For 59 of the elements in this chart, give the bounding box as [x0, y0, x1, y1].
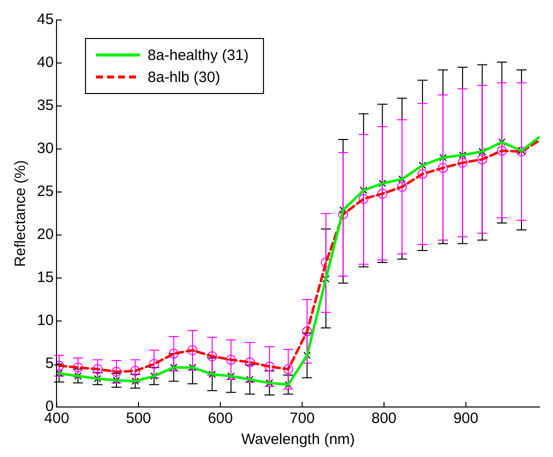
legend-label: 8a-healthy (31) [148, 46, 249, 64]
point [478, 148, 486, 156]
point [302, 326, 312, 336]
x-tick-label: 600 [208, 410, 233, 428]
x-tick-label: 700 [290, 410, 315, 428]
point [358, 194, 369, 204]
point [74, 372, 82, 380]
y-tick-label: 15 [36, 269, 54, 286]
point [477, 154, 488, 164]
y-tick-label: 40 [36, 54, 54, 72]
point [72, 362, 83, 372]
point [111, 366, 122, 377]
point [92, 364, 103, 374]
point [150, 372, 158, 380]
point [170, 364, 178, 372]
point [246, 376, 254, 384]
point [266, 379, 274, 387]
y-tick-label: 20 [36, 226, 54, 244]
y-tick-label: 25 [36, 183, 54, 200]
point [418, 162, 426, 170]
point [188, 345, 198, 356]
point [227, 372, 235, 380]
point [208, 370, 216, 378]
point [516, 146, 526, 157]
y-axis-title: Reflectance (%) [12, 160, 30, 267]
point [303, 352, 311, 360]
point [188, 364, 196, 372]
point [112, 376, 120, 384]
x-tick-label: 500 [126, 410, 152, 428]
point [417, 168, 428, 179]
point [322, 275, 330, 283]
x-tick-label: 800 [372, 410, 397, 428]
y-tick-label: 35 [36, 97, 54, 114]
point [438, 162, 448, 173]
y-tick-label: 10 [36, 312, 54, 330]
x-axis-title: Wavelength (nm) [241, 431, 355, 448]
point [149, 359, 160, 369]
point [244, 357, 255, 368]
y-tick-label: 45 [36, 11, 54, 28]
point [498, 138, 506, 146]
point [283, 364, 294, 374]
x-tick-label: 900 [453, 410, 478, 428]
point [168, 348, 179, 359]
point [264, 362, 274, 372]
point [458, 151, 466, 159]
point [338, 209, 348, 220]
point [94, 374, 102, 382]
point [458, 158, 468, 168]
y-tick-label: 30 [36, 140, 54, 158]
legend-label: 8a-hlb (30) [148, 68, 220, 86]
point [226, 354, 236, 365]
point [397, 182, 408, 192]
point [377, 188, 388, 199]
point [496, 146, 507, 156]
point [378, 180, 386, 188]
point [130, 366, 140, 376]
point [439, 154, 447, 162]
y-tick-label: 5 [45, 355, 54, 372]
point [207, 351, 218, 362]
